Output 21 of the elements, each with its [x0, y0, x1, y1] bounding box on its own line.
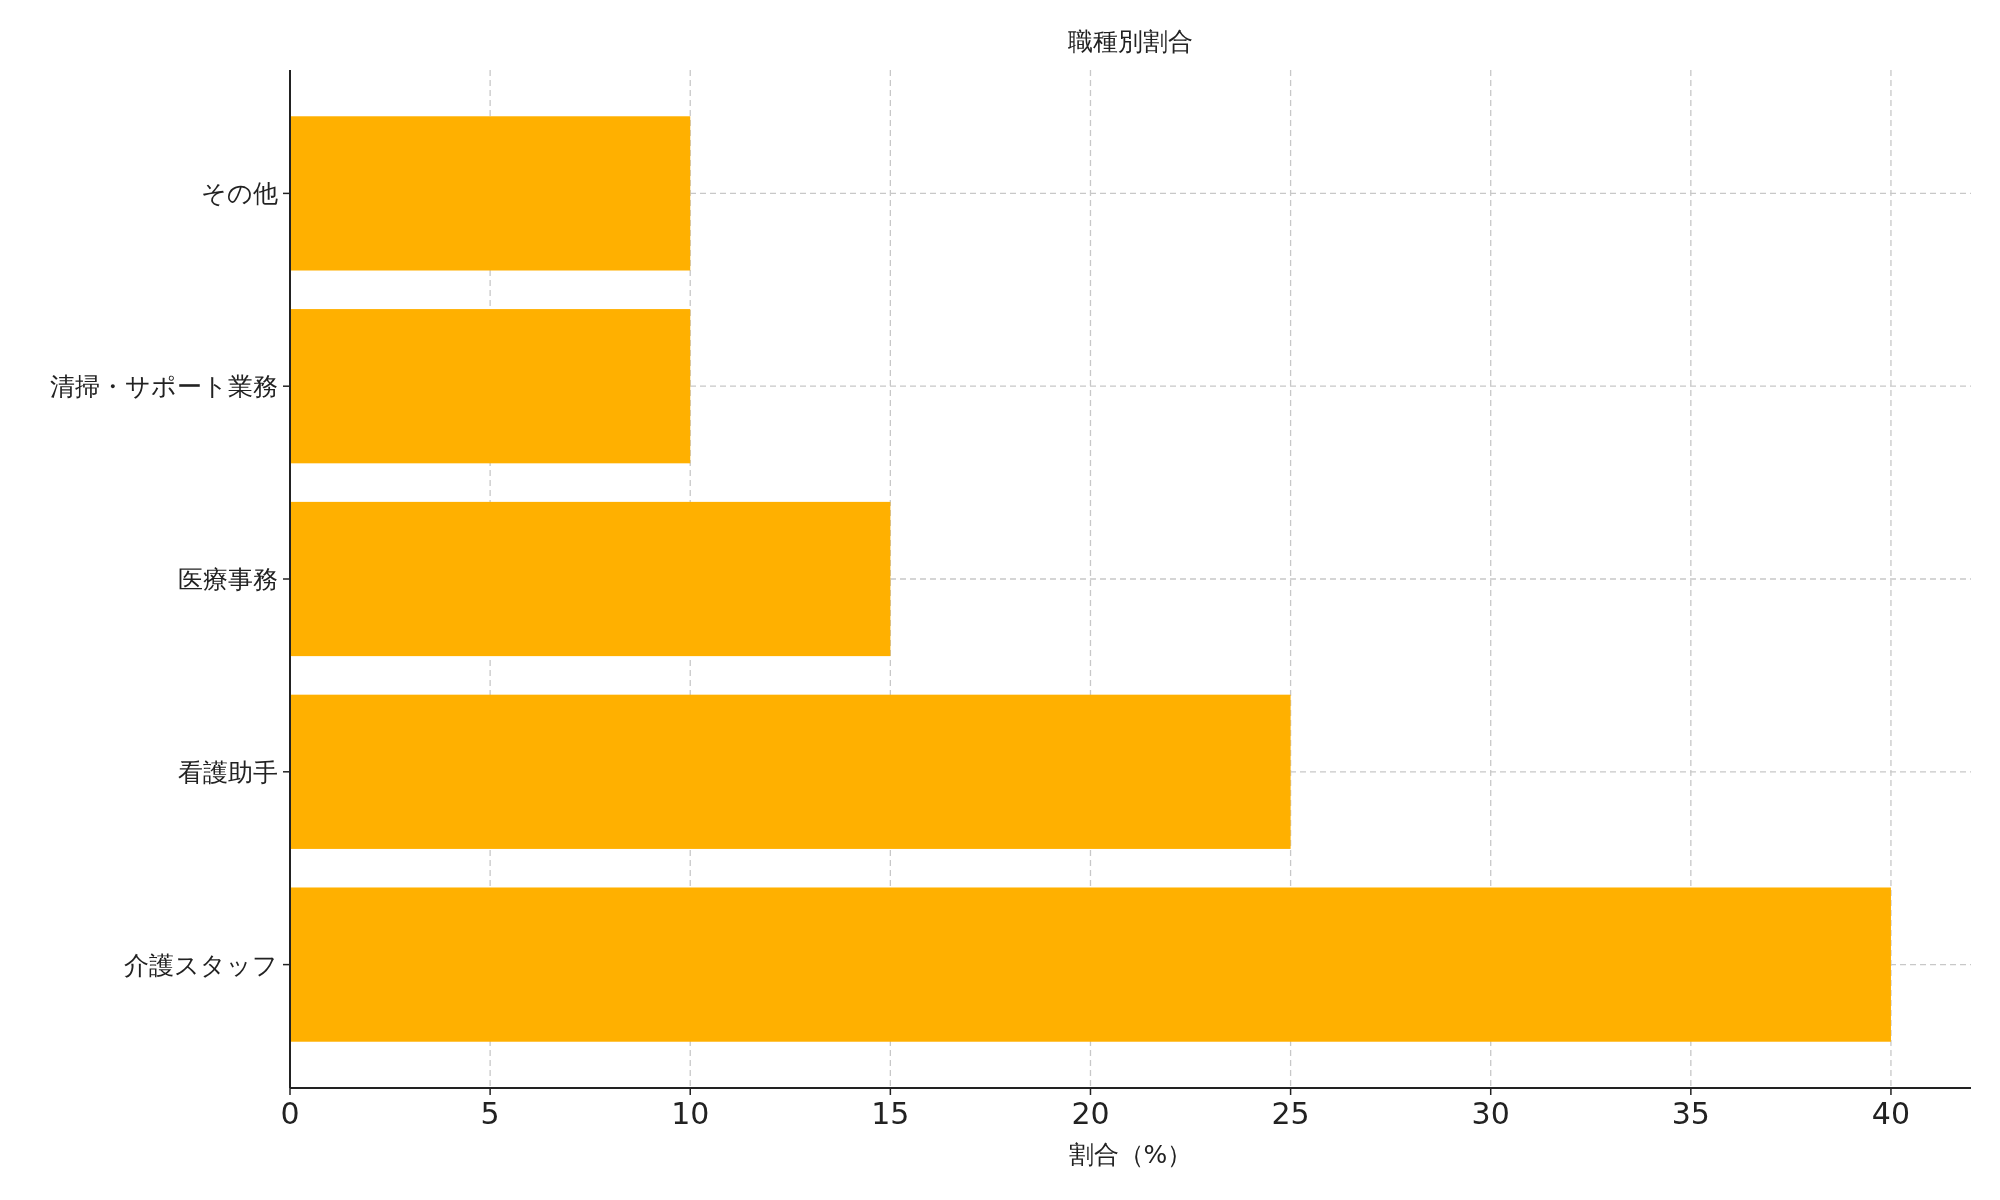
x-tick-label: 15	[871, 1096, 910, 1131]
x-tick-label: 40	[1871, 1096, 1911, 1131]
bar	[290, 501, 891, 657]
x-tick-label: 5	[480, 1096, 500, 1131]
bar	[290, 309, 691, 464]
x-axis-title: 割合（%）	[1068, 1140, 1193, 1169]
bar	[290, 116, 691, 271]
y-tick-label: 看護助手	[178, 757, 278, 787]
bar	[290, 887, 1891, 1042]
y-tick-label: 医療事務	[178, 565, 278, 594]
chart-title: 職種別割合	[1068, 27, 1193, 56]
x-tick-label: 25	[1271, 1096, 1310, 1131]
x-tick-label: 30	[1471, 1096, 1510, 1131]
y-tick-label: 清掃・サポート業務	[50, 372, 278, 402]
x-tick-label: 35	[1671, 1096, 1710, 1131]
bar	[290, 694, 1291, 849]
x-tick-label: 10	[671, 1096, 710, 1131]
x-tick-label: 20	[1071, 1096, 1110, 1131]
x-tick-label: 0	[280, 1096, 300, 1131]
y-tick-label: その他	[201, 179, 278, 209]
y-tick-label: 介護スタッフ	[124, 950, 278, 980]
